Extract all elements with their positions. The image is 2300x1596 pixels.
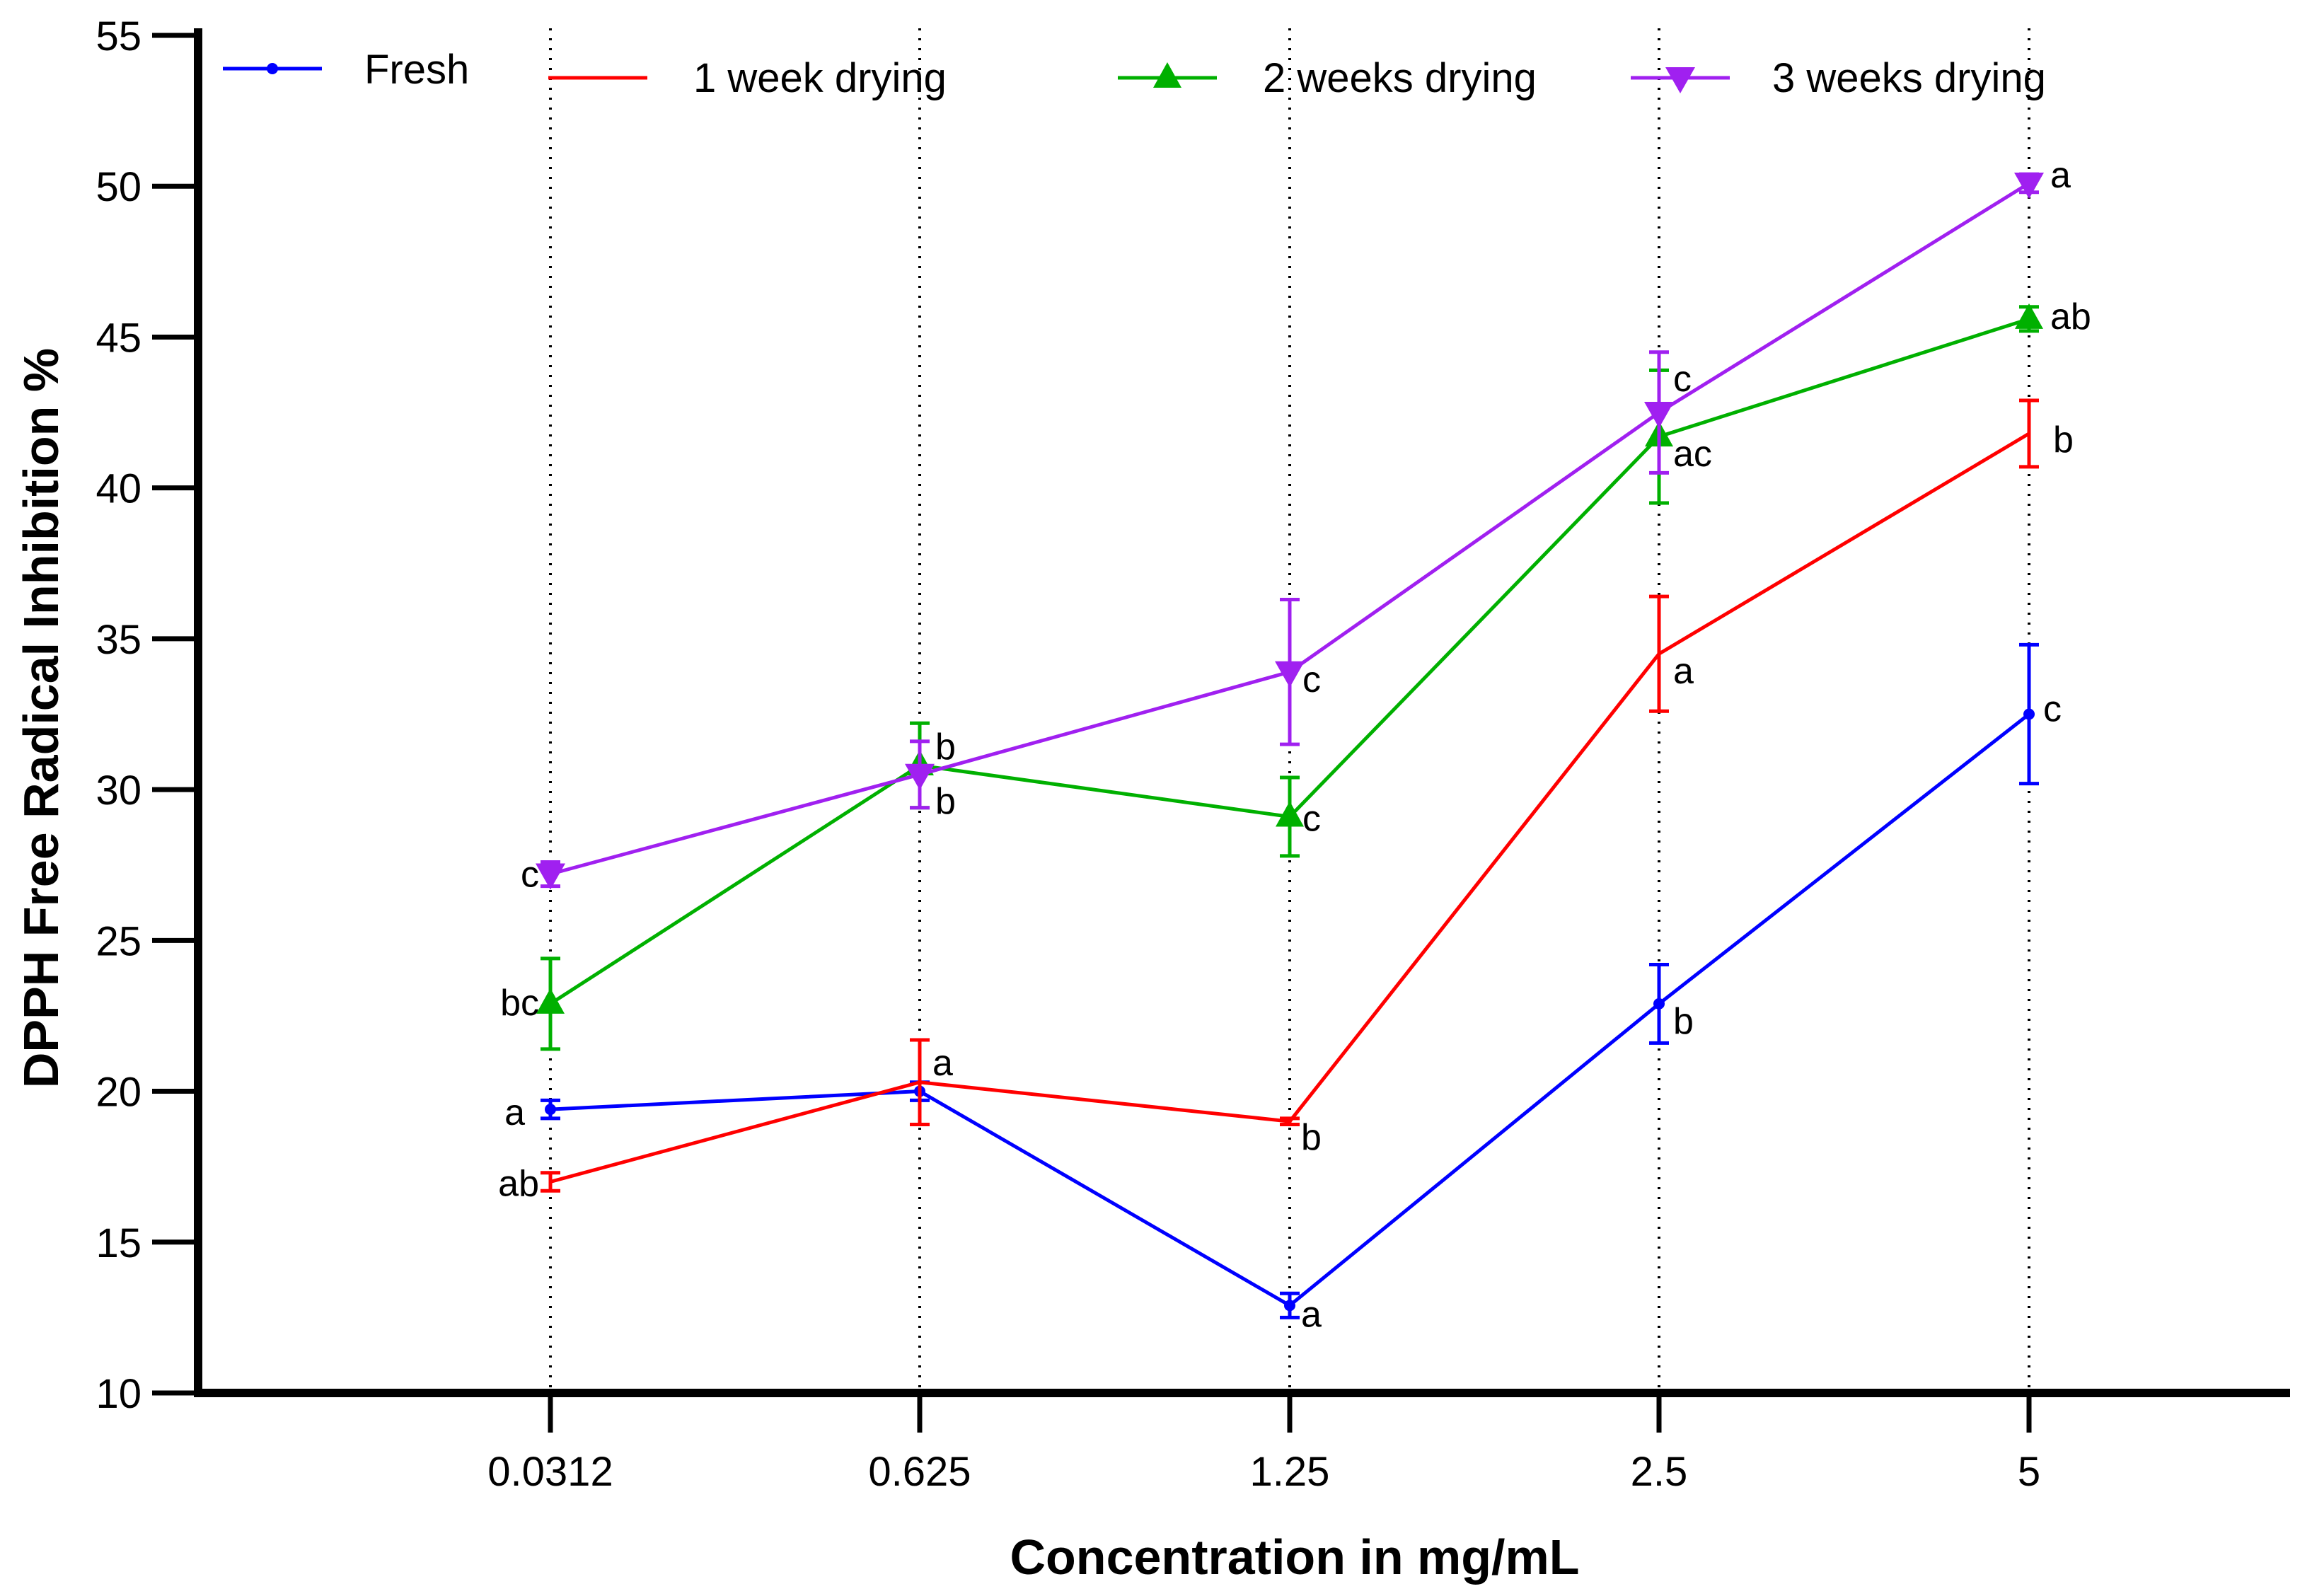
sig-label-0-4: c: [2043, 689, 2062, 730]
legend: Fresh 1 week drying 2 weeks drying 3 weeks …: [223, 47, 2046, 101]
series-0: a a b c: [504, 642, 2062, 1335]
point-3-3: [1644, 402, 1674, 429]
point-3-4: [2014, 172, 2044, 199]
legend-label-2: 2 weeks drying: [1263, 55, 1537, 101]
y-tick-label-35: 35: [96, 617, 141, 663]
sig-label-0-2: a: [1301, 1294, 1322, 1335]
x-tick-label-2: 1.25: [1250, 1449, 1330, 1495]
y-axis-title: DPPH Free Radical Inhibition %: [13, 348, 69, 1088]
y-tick-label-30: 30: [96, 768, 141, 814]
sig-label-3-0: c: [521, 855, 539, 896]
sig-label-2-1: b: [935, 781, 956, 822]
y-tick-label-50: 50: [96, 164, 141, 210]
legend-item-0: Fresh: [223, 47, 469, 93]
axes: [194, 28, 2290, 1397]
legend-item-1: 1 week drying: [548, 55, 947, 101]
sig-label-3-4: a: [2050, 155, 2071, 196]
legend-label-3: 3 weeks drying: [1772, 55, 2046, 101]
sig-label-3-2: c: [1302, 659, 1321, 700]
legend-label-0: Fresh: [364, 47, 469, 93]
y-tick-label-45: 45: [96, 315, 141, 361]
y-tick-label-40: 40: [96, 466, 141, 512]
sig-label-0-3: b: [1673, 1001, 1694, 1042]
y-tick-label-20: 20: [96, 1070, 141, 1116]
point-0-4: [2023, 708, 2035, 720]
sig-label-1-1: a: [932, 1043, 953, 1084]
point-3-0: [536, 863, 565, 890]
point-0-2: [1284, 1300, 1295, 1312]
sig-label-1-3: a: [1673, 651, 1694, 692]
y-tick-label-55: 55: [96, 13, 141, 59]
point-2-2: [1276, 801, 1304, 827]
sig-label-2-4: ab: [2050, 296, 2091, 337]
y-tick-label-10: 10: [96, 1371, 141, 1417]
point-0-3: [1653, 998, 1665, 1010]
series-3: c b c c a: [521, 155, 2071, 896]
point-2-4: [2015, 303, 2043, 329]
y-tick-label-25: 25: [96, 918, 141, 964]
legend-item-2: 2 weeks drying: [1118, 55, 1537, 101]
legend-label-1: 1 week drying: [693, 55, 947, 101]
legend-marker-3: [1665, 67, 1695, 93]
x-tick-label-4: 5: [2018, 1449, 2040, 1495]
x-tick-label-1: 0.625: [868, 1449, 971, 1495]
legend-marker-0: [267, 63, 278, 74]
y-tick-label-15: 15: [96, 1220, 141, 1266]
point-2-0: [536, 988, 565, 1014]
point-3-1: [905, 763, 935, 790]
point-0-0: [545, 1104, 556, 1116]
x-tick-label-3: 2.5: [1631, 1449, 1688, 1495]
x-ticks: 0.0312 0.625 1.25 2.5 5: [487, 1393, 2040, 1495]
x-tick-label-0: 0.0312: [487, 1449, 613, 1495]
legend-marker-2: [1153, 62, 1181, 88]
sig-label-1-0: ab: [498, 1163, 539, 1204]
sig-label-2-3: ac: [1673, 434, 1712, 475]
sig-label-2-2: c: [1302, 798, 1321, 839]
legend-item-3: 3 weeks drying: [1631, 55, 2046, 101]
sig-label-2-0: bc: [500, 983, 539, 1024]
sig-label-3-3: c: [1673, 359, 1692, 400]
x-axis-title: Concentration in mg/mL: [1010, 1530, 1580, 1585]
sig-label-0-0: a: [504, 1092, 525, 1133]
point-3-2: [1275, 661, 1305, 688]
sig-label-1-2: b: [1301, 1117, 1322, 1158]
sig-label-3-1: b: [935, 727, 956, 768]
sig-label-1-4: b: [2053, 420, 2074, 461]
y-ticks: 10 15 20 25 30 35 40 45 50 55: [96, 13, 198, 1417]
